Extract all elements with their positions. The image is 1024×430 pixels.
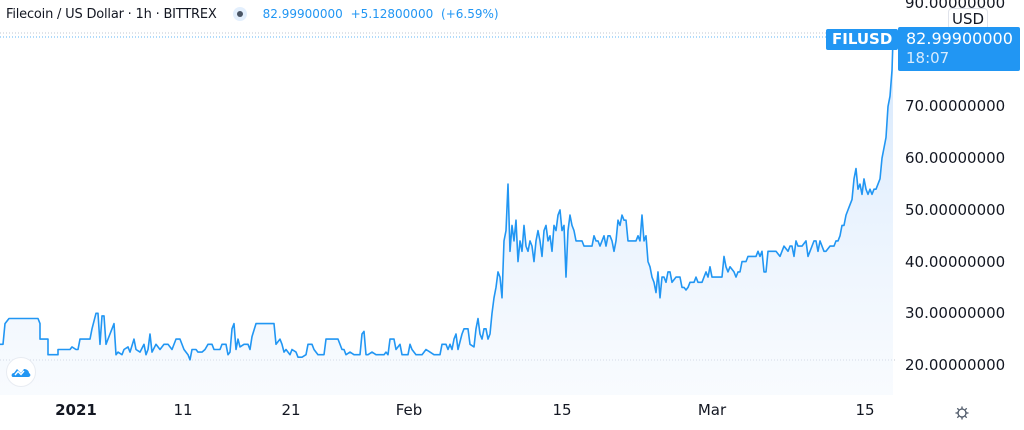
last-price: 82.99900000 [262,7,343,21]
time-tick: 15 [552,401,572,419]
current-price-label: 82.99900000 18:07 [898,27,1020,71]
price-chart-plot[interactable] [0,0,895,395]
symbol-price-label: FILUSD [826,29,899,50]
currency-label[interactable]: USD [948,8,989,30]
market-status-dot-icon [232,7,247,21]
tradingview-logo-button[interactable] [6,357,36,387]
legend-values: 82.99900000 +5.12800000 (+6.59%) [263,7,503,21]
price-area-series [0,39,894,395]
time-tick: Mar [697,401,727,419]
time-tick: 21 [281,401,301,419]
price-tick: 30.00000000 [905,304,1006,322]
price-change: +5.12800000 [350,7,434,21]
time-scale[interactable]: 2021 11 21 Feb 15 Mar 15 [0,398,1024,428]
price-tick: 40.00000000 [905,253,1006,271]
price-change-pct: (+6.59%) [441,7,499,21]
price-tick: 50.00000000 [905,201,1006,219]
chart-legend: Filecoin / US Dollar · 1h · BITTREX 82.9… [6,3,503,25]
time-tick: Feb [395,401,423,419]
time-tick: 15 [855,401,875,419]
price-scale[interactable]: 90.00000000 80.00000000 70.00000000 60.0… [895,0,1024,395]
time-tick: 2021 [55,401,97,419]
price-tick: 20.00000000 [905,356,1006,374]
gear-icon[interactable] [954,405,970,421]
cloud-chart-icon [11,369,31,377]
symbol-title[interactable]: Filecoin / US Dollar · 1h · BITTREX [6,6,217,22]
bar-countdown: 18:07 [906,49,950,67]
time-tick: 11 [173,401,193,419]
current-price: 82.99900000 [906,29,1013,48]
price-tick: 70.00000000 [905,97,1006,115]
price-tick: 60.00000000 [905,149,1006,167]
